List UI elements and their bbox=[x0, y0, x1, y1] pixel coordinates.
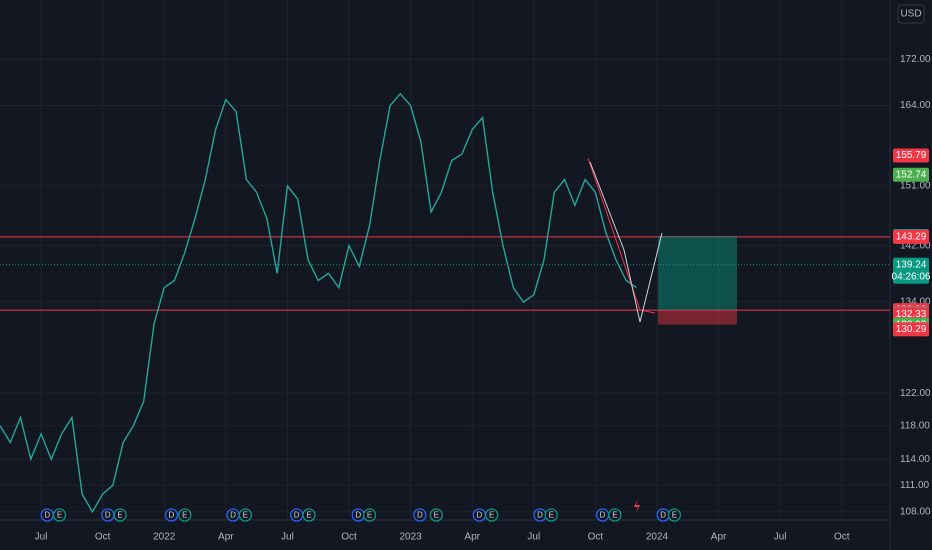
event-label: D bbox=[169, 511, 175, 520]
price-label-box bbox=[893, 167, 929, 182]
event-label: E bbox=[612, 511, 617, 520]
price-label-box bbox=[893, 229, 929, 244]
price-label-box bbox=[893, 257, 929, 284]
price-label-box bbox=[893, 322, 929, 337]
x-tick-label: Apr bbox=[711, 532, 727, 543]
event-icon bbox=[52, 508, 67, 522]
grid bbox=[0, 0, 890, 520]
position-tool bbox=[658, 235, 737, 325]
loss-zone bbox=[658, 310, 737, 325]
y-tick-label: 164.00 bbox=[900, 100, 931, 111]
drawn-pattern bbox=[589, 161, 663, 323]
profit-zone bbox=[658, 235, 737, 311]
event-icon bbox=[113, 508, 127, 522]
drawn-trendline bbox=[587, 157, 656, 314]
plot bbox=[0, 92, 637, 514]
event-label: E bbox=[434, 511, 439, 520]
event-label: D bbox=[600, 511, 606, 520]
price-label: 143.29 bbox=[896, 231, 927, 242]
x-tick-label: 2022 bbox=[153, 532, 176, 543]
event-label: E bbox=[549, 511, 554, 520]
event-icon bbox=[667, 508, 682, 522]
price-label: 155.79 bbox=[896, 150, 927, 161]
event-label: D bbox=[355, 511, 361, 520]
y-tick-label: 122.00 bbox=[900, 388, 931, 399]
y-tick-label: 172.00 bbox=[900, 54, 931, 65]
x-tick-label: 2023 bbox=[399, 532, 422, 543]
event-label: E bbox=[489, 511, 494, 520]
split-icon bbox=[634, 499, 640, 513]
event-label: E bbox=[672, 511, 677, 520]
event-label: D bbox=[660, 511, 666, 520]
x-tick-label: Apr bbox=[218, 532, 234, 543]
price-label: 152.74 bbox=[896, 169, 927, 180]
event-label: E bbox=[243, 511, 248, 520]
event-icon bbox=[608, 508, 622, 522]
event-label: E bbox=[367, 511, 372, 520]
price-label: 130.29 bbox=[896, 324, 927, 335]
event-label: E bbox=[306, 511, 311, 520]
event-label: D bbox=[230, 511, 236, 520]
x-tick-label: Oct bbox=[588, 532, 604, 543]
event-label: D bbox=[294, 511, 300, 520]
price-label: 139.24 bbox=[896, 259, 927, 270]
event-icon bbox=[178, 508, 192, 522]
event-icon bbox=[429, 508, 443, 522]
price-line bbox=[0, 92, 637, 514]
event-icon bbox=[544, 508, 558, 522]
y-tick-label: 114.00 bbox=[900, 454, 930, 465]
y-tick-label: 118.00 bbox=[900, 420, 930, 431]
price-label: 132.33 bbox=[896, 309, 927, 320]
event-label: D bbox=[44, 511, 50, 520]
x-tick-label: Jul bbox=[527, 532, 540, 543]
x-tick-label: Jul bbox=[774, 532, 787, 543]
x-tick-label: Oct bbox=[341, 532, 357, 543]
y-tick-label: 142.00 bbox=[900, 240, 931, 251]
countdown: 04:26:06 bbox=[892, 271, 931, 282]
y-tick-label: 111.00 bbox=[900, 480, 930, 491]
event-label: D bbox=[105, 511, 111, 520]
price-label-box bbox=[893, 148, 929, 163]
x-tick-label: Oct bbox=[834, 532, 850, 543]
event-label: E bbox=[57, 511, 62, 520]
event-icon bbox=[302, 508, 316, 522]
event-label: D bbox=[476, 511, 482, 520]
x-tick-label: Apr bbox=[464, 532, 480, 543]
x-tick-label: Oct bbox=[95, 532, 111, 543]
price-axis: 108.00 111.00 114.00 118.00 122.00 134.00 142.… bbox=[892, 54, 931, 518]
y-tick-label: 151.00 bbox=[900, 181, 931, 192]
y-tick-label: 134.00 bbox=[900, 297, 931, 308]
x-tick-label: 2024 bbox=[646, 532, 669, 543]
event-icon bbox=[485, 508, 499, 522]
event-icon bbox=[238, 508, 252, 522]
event-label: D bbox=[537, 511, 543, 520]
event-icon bbox=[362, 508, 377, 522]
event-icon bbox=[413, 508, 427, 522]
event-label: E bbox=[117, 511, 122, 520]
currency: USD bbox=[900, 9, 921, 20]
x-tick-label: Jul bbox=[35, 532, 48, 543]
x-tick-label: Jul bbox=[281, 532, 294, 543]
event-label: E bbox=[182, 511, 187, 520]
y-tick-label: 108.00 bbox=[900, 507, 931, 518]
event-icon bbox=[164, 508, 179, 522]
currency-box[interactable] bbox=[897, 4, 925, 24]
event-label: D bbox=[417, 511, 423, 520]
